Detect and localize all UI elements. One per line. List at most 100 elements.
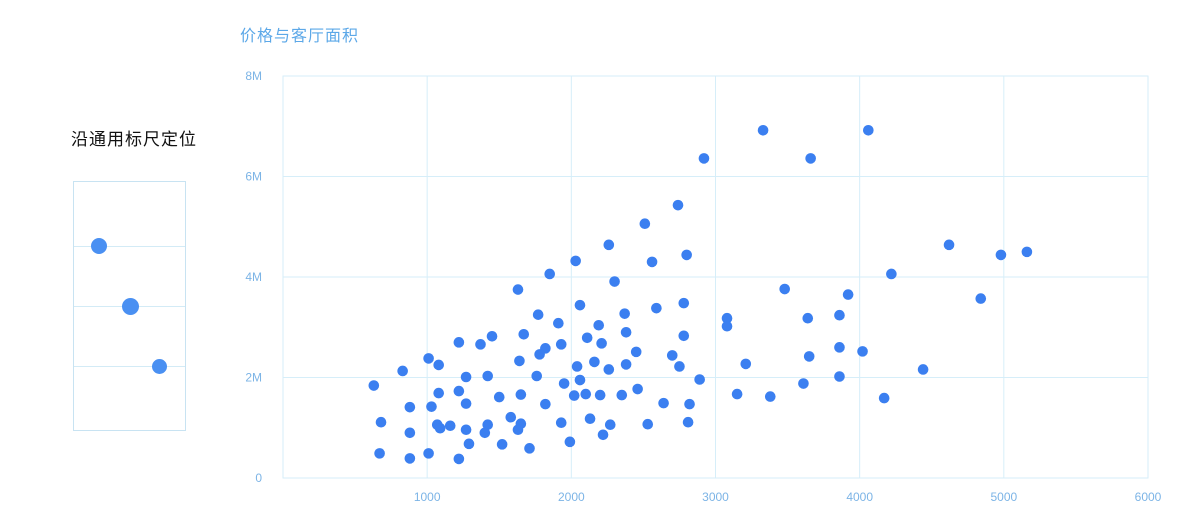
data-point	[731, 388, 743, 400]
data-point	[678, 297, 690, 309]
data-point	[694, 374, 705, 385]
data-point	[630, 346, 642, 358]
data-point	[493, 391, 505, 403]
data-point	[534, 349, 545, 360]
data-point	[544, 268, 556, 280]
data-point	[678, 330, 690, 342]
data-point	[553, 317, 564, 329]
y-tick-label: 2M	[245, 371, 262, 385]
y-tick-label: 6M	[245, 170, 262, 184]
data-point	[642, 418, 654, 430]
y-tick-label: 4M	[245, 270, 262, 284]
data-point	[721, 312, 733, 324]
data-point	[581, 332, 593, 344]
data-point	[496, 439, 508, 450]
data-point	[779, 283, 790, 295]
data-point	[433, 359, 445, 371]
data-point	[597, 429, 609, 441]
data-point	[375, 416, 387, 428]
x-tick-label: 6000	[1135, 490, 1162, 504]
data-point	[512, 424, 524, 436]
data-point	[574, 374, 586, 386]
data-point	[805, 153, 816, 164]
data-point	[943, 239, 955, 251]
data-point	[368, 380, 380, 391]
data-point	[651, 302, 662, 314]
data-point	[580, 388, 592, 400]
data-point	[482, 370, 494, 382]
data-point	[596, 338, 607, 349]
data-point	[917, 364, 929, 375]
data-point	[570, 255, 581, 267]
ruler-point	[151, 358, 167, 374]
data-point	[460, 424, 472, 436]
data-point	[672, 199, 684, 211]
data-point	[404, 453, 416, 464]
data-point	[863, 124, 874, 136]
data-point	[433, 387, 445, 399]
data-point	[684, 398, 695, 410]
data-point	[444, 420, 456, 432]
data-point	[571, 361, 583, 372]
ruler-point	[121, 297, 139, 315]
data-point	[646, 256, 658, 268]
data-point	[374, 448, 385, 459]
x-tick-label: 3000	[702, 490, 729, 504]
data-point	[558, 378, 570, 389]
data-point	[423, 353, 434, 364]
data-point	[453, 337, 465, 348]
data-point	[532, 309, 544, 320]
data-point	[682, 416, 694, 428]
data-point	[589, 356, 600, 368]
data-point	[460, 398, 472, 409]
x-tick-label: 4000	[846, 490, 873, 504]
data-point	[803, 351, 815, 362]
data-point	[460, 371, 472, 383]
data-point	[666, 350, 678, 361]
data-point	[757, 124, 769, 136]
data-point	[857, 346, 868, 357]
data-point	[505, 411, 517, 423]
data-point	[482, 419, 494, 431]
data-point	[512, 284, 524, 295]
data-point	[515, 389, 527, 400]
sidebar-title: 沿通用标尺定位	[71, 130, 197, 149]
data-point	[834, 309, 845, 321]
ruler-gridline	[74, 366, 185, 367]
x-tick-label: 1000	[414, 490, 441, 504]
data-point	[555, 339, 567, 350]
data-point	[620, 326, 632, 338]
data-point	[764, 391, 776, 402]
data-point	[518, 328, 530, 340]
data-point	[423, 448, 434, 459]
data-point	[486, 330, 498, 342]
data-point	[995, 249, 1007, 261]
data-point	[593, 319, 605, 331]
data-point	[802, 312, 814, 324]
data-point	[878, 392, 890, 404]
data-point	[479, 427, 491, 439]
data-point	[620, 359, 632, 370]
data-point	[1021, 246, 1033, 258]
data-point	[658, 397, 669, 409]
data-point	[531, 370, 543, 382]
data-point	[975, 293, 987, 304]
data-point	[886, 268, 897, 280]
data-point	[604, 419, 616, 431]
x-tick-label: 5000	[990, 490, 1017, 504]
data-point	[603, 239, 615, 251]
data-point	[434, 422, 446, 434]
data-point	[453, 385, 465, 397]
x-tick-label: 2000	[558, 490, 585, 504]
ruler-point	[91, 238, 107, 254]
y-tick-label: 8M	[245, 69, 262, 83]
ruler-gridline	[74, 246, 185, 247]
data-point	[721, 320, 733, 332]
data-point	[639, 218, 651, 230]
data-point	[603, 364, 615, 375]
data-point	[426, 401, 437, 412]
data-point	[524, 443, 535, 454]
data-point	[568, 390, 580, 401]
data-point	[564, 436, 576, 448]
data-point	[404, 401, 416, 413]
